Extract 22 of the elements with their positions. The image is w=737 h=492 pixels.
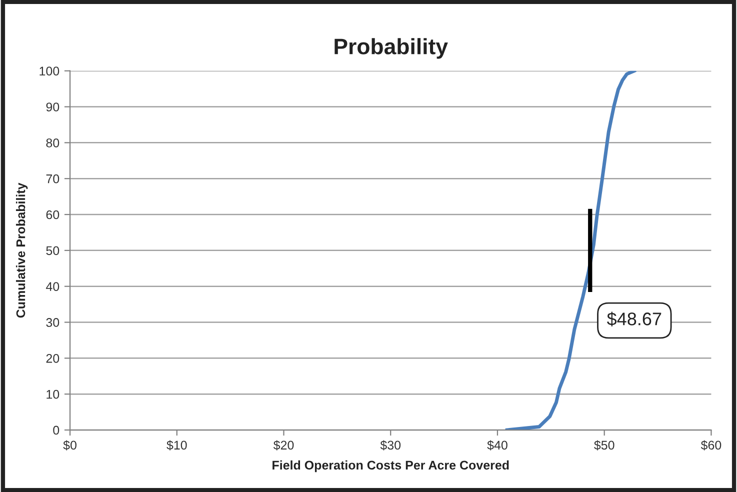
y-tick-label: 40 bbox=[46, 282, 60, 291]
y-tick-label: 100 bbox=[40, 66, 60, 76]
chart-title: Probability bbox=[334, 38, 448, 59]
x-tick-label: $30 bbox=[380, 440, 401, 450]
y-tick-label: 60 bbox=[46, 210, 60, 220]
x-tick-label: $20 bbox=[273, 440, 294, 450]
y-tick-label: 30 bbox=[46, 318, 60, 327]
y-tick-label: 50 bbox=[46, 246, 60, 256]
x-tick-label: $40 bbox=[487, 440, 508, 450]
x-tick-label: $10 bbox=[166, 440, 187, 450]
y-tick-label: 10 bbox=[46, 390, 60, 399]
y-tick-label: 20 bbox=[46, 354, 60, 363]
y-axis-title: Cumulative Probability bbox=[16, 182, 28, 318]
x-tick-label: $60 bbox=[700, 440, 722, 450]
y-tick-label: 0 bbox=[53, 426, 60, 435]
y-tick-label: 70 bbox=[46, 174, 60, 184]
x-tick-label: $50 bbox=[594, 440, 614, 450]
y-tick-label: 80 bbox=[46, 138, 60, 148]
x-tick-label: $0 bbox=[63, 440, 76, 450]
x-axis-title: Field Operation Costs Per Acre Covered bbox=[272, 460, 509, 472]
ref-line-label: $48.67 bbox=[606, 312, 662, 326]
y-tick-label: 90 bbox=[46, 102, 60, 112]
